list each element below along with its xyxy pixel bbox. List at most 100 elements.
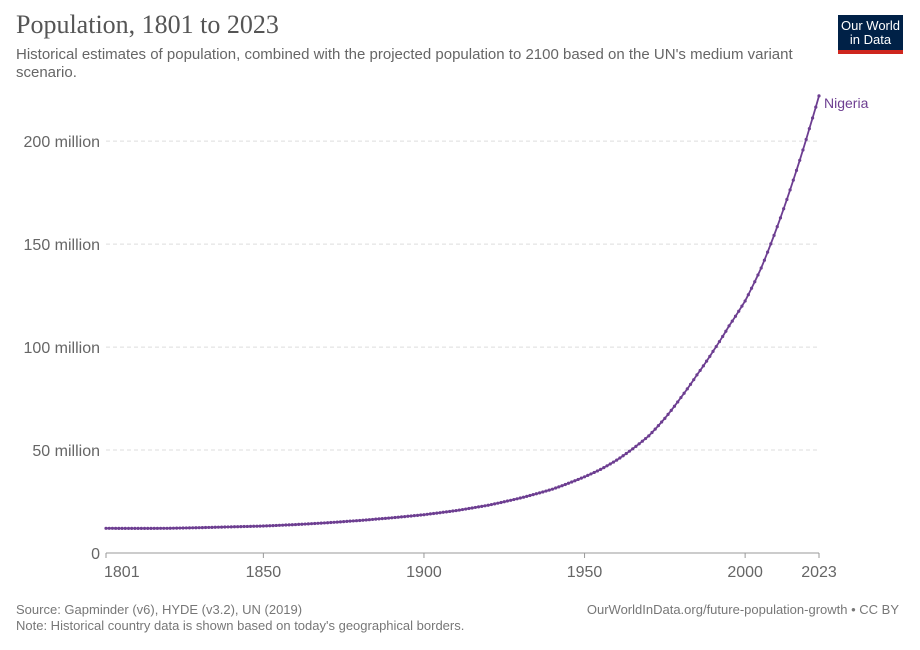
data-point [171, 526, 176, 530]
url-license[interactable]: OurWorldInData.org/future-population-gro… [586, 602, 899, 617]
data-point [589, 472, 593, 476]
data-point [563, 482, 567, 487]
y-tick-label: 0 [91, 546, 100, 563]
data-point [753, 280, 757, 284]
data-point [155, 526, 159, 530]
data-point [801, 148, 805, 152]
data-point [213, 525, 217, 529]
data-point [692, 378, 696, 382]
data-point [123, 526, 127, 530]
data-point [766, 250, 770, 254]
data-point [297, 522, 301, 527]
data-point [274, 523, 278, 528]
data-point [387, 516, 391, 520]
data-point [261, 524, 265, 528]
data-point [162, 526, 166, 530]
data-point [159, 526, 163, 530]
data-point [573, 479, 577, 483]
data-point [348, 519, 352, 523]
x-tick-label: 2023 [801, 564, 837, 581]
data-point [717, 339, 722, 344]
data-point [512, 497, 516, 502]
data-point [441, 510, 445, 514]
data-point [566, 481, 571, 485]
data-point [313, 521, 317, 526]
data-point [342, 520, 346, 524]
data-point [207, 525, 211, 530]
data-point [496, 501, 500, 505]
data-point [422, 513, 426, 517]
data-point [300, 522, 304, 526]
data-point [653, 427, 657, 431]
data-point [473, 505, 477, 510]
data-point [650, 430, 654, 435]
data-point [451, 509, 455, 513]
data-point [370, 517, 375, 522]
data-point [525, 494, 529, 498]
data-point [791, 178, 795, 182]
data-point [226, 525, 230, 529]
data-point [149, 526, 153, 530]
data-point [804, 137, 808, 142]
chart-footer: Source: Gapminder (v6), HYDE (v3.2), UN … [16, 602, 464, 634]
data-point [695, 373, 699, 377]
data-point [268, 524, 272, 528]
data-point [547, 488, 551, 492]
data-point [615, 458, 619, 462]
data-point [502, 500, 506, 504]
data-point [537, 491, 542, 495]
data-point [701, 364, 705, 368]
data-point [518, 496, 522, 500]
data-point [721, 334, 725, 339]
data-point [759, 266, 763, 270]
data-point [464, 507, 468, 511]
data-point [139, 526, 143, 530]
data-point [714, 344, 718, 349]
data-point [682, 391, 686, 395]
data-point [737, 309, 741, 313]
data-point [255, 524, 259, 528]
data-point [660, 420, 664, 424]
data-point [814, 105, 818, 109]
data-point [528, 493, 532, 498]
data-point [541, 490, 545, 494]
data-point [762, 258, 767, 262]
data-point [117, 526, 121, 530]
data-point [457, 508, 461, 512]
data-point [216, 525, 221, 529]
data-point [544, 489, 548, 493]
data-point [756, 273, 760, 277]
data-point [338, 520, 343, 524]
data-point [248, 524, 253, 528]
data-point [178, 526, 182, 530]
data-point [142, 526, 147, 530]
data-point [746, 293, 750, 297]
data-point [733, 314, 738, 318]
data-point [242, 524, 246, 529]
data-point [476, 505, 481, 509]
data-point [460, 507, 465, 512]
x-tick-label: 2000 [727, 564, 763, 581]
data-point [534, 492, 538, 496]
data-point [223, 525, 227, 529]
data-point [483, 504, 487, 508]
data-point [191, 526, 195, 530]
data-point [704, 359, 709, 363]
data-point [467, 506, 471, 511]
data-point [345, 519, 349, 523]
data-point [203, 525, 208, 530]
data-point [425, 512, 429, 516]
data-point [415, 513, 420, 517]
owid-logo[interactable]: Our World in Data [838, 15, 903, 54]
data-point [184, 526, 188, 530]
data-point [772, 233, 776, 237]
data-point [181, 526, 185, 530]
data-point [782, 207, 786, 211]
data-point [229, 525, 233, 529]
data-point [258, 524, 262, 528]
data-point [364, 518, 368, 522]
data-point [647, 434, 651, 438]
data-point [605, 464, 609, 468]
data-point [220, 525, 224, 529]
